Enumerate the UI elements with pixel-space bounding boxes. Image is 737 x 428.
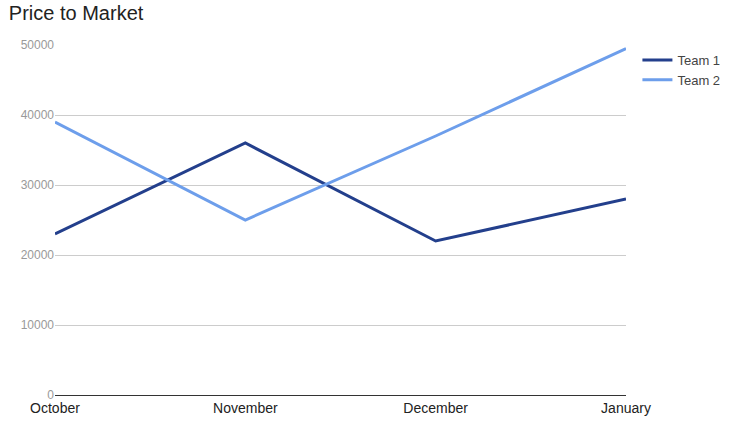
svg-text:Team 2: Team 2 [677,73,720,88]
svg-text:10000: 10000 [21,318,55,332]
svg-text:50000: 50000 [21,38,55,52]
svg-text:0: 0 [47,388,54,402]
svg-text:Team 1: Team 1 [677,53,720,68]
svg-text:December: December [403,400,468,416]
svg-text:Price to Market: Price to Market [9,2,144,24]
svg-text:20000: 20000 [21,248,55,262]
svg-text:November: November [213,400,278,416]
svg-text:January: January [601,400,651,416]
svg-text:40000: 40000 [21,108,55,122]
svg-text:October: October [30,400,80,416]
svg-text:30000: 30000 [21,178,55,192]
